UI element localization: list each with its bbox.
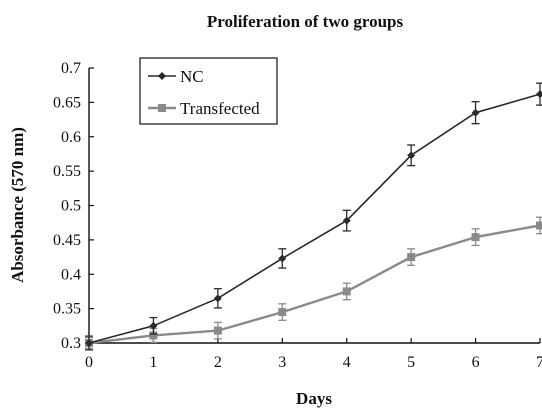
x-tick-label: 4 xyxy=(343,354,351,371)
chart-title: Proliferation of two groups xyxy=(207,12,404,31)
data-point xyxy=(536,221,542,230)
x-tick-label: 0 xyxy=(85,354,93,371)
data-point xyxy=(149,321,158,330)
legend-transfected-label: Transfected xyxy=(180,99,260,118)
data-point xyxy=(471,108,480,117)
y-tick-label: 0.6 xyxy=(61,129,81,146)
data-point xyxy=(407,151,416,160)
x-axis-label: Days xyxy=(296,389,332,408)
data-point xyxy=(278,254,287,263)
y-tick-label: 0.7 xyxy=(61,60,81,77)
y-tick-label: 0.55 xyxy=(53,163,81,180)
y-tick-label: 0.5 xyxy=(61,198,81,215)
data-point xyxy=(342,216,351,225)
series-line-nc xyxy=(88,93,541,344)
y-tick-label: 0.65 xyxy=(53,94,81,111)
legend-transfected-marker xyxy=(158,104,166,112)
y-axis-label: Absorbance (570 nm) xyxy=(8,127,27,283)
legend-nc-label: NC xyxy=(180,67,204,86)
x-tick-label: 5 xyxy=(407,354,415,371)
legend: NC Transfected xyxy=(139,57,278,125)
x-tick-label: 1 xyxy=(149,354,157,371)
x-tick-label: 2 xyxy=(214,354,222,371)
series-layer xyxy=(85,82,542,351)
y-tick-label: 0.35 xyxy=(53,301,81,318)
data-point xyxy=(407,253,416,262)
data-point xyxy=(213,326,222,335)
x-axis-ticks: 0 1 2 3 4 5 6 7 xyxy=(85,338,542,371)
series-line-transfected xyxy=(88,224,541,345)
series-nc xyxy=(85,82,542,351)
data-point xyxy=(213,294,222,303)
y-tick-label: 0.45 xyxy=(53,232,81,249)
data-point xyxy=(149,331,158,340)
data-point xyxy=(342,287,351,296)
legend-box xyxy=(139,57,278,125)
x-tick-label: 3 xyxy=(278,354,286,371)
data-point xyxy=(85,339,93,347)
data-point xyxy=(536,90,542,99)
data-point xyxy=(278,308,287,317)
x-tick-label: 6 xyxy=(472,354,480,371)
legend-nc-marker xyxy=(158,72,166,80)
y-tick-label: 0.3 xyxy=(61,335,81,352)
data-point xyxy=(471,233,480,242)
x-tick-label: 7 xyxy=(536,354,542,371)
y-axis-ticks: 0.3 0.35 0.4 0.45 0.5 0.55 0.6 0.65 0.7 xyxy=(53,60,94,352)
y-tick-label: 0.4 xyxy=(61,266,81,283)
